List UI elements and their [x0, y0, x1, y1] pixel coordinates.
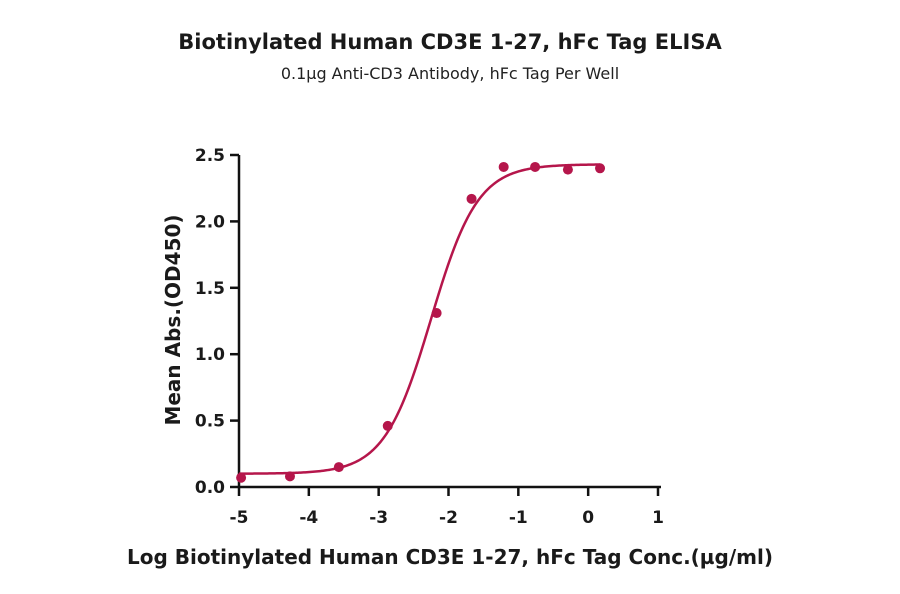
x-tick-label: -2: [439, 508, 458, 528]
y-tick-label: 2.5: [195, 146, 225, 166]
data-point: [431, 308, 442, 319]
data-point: [236, 472, 247, 483]
x-tick-label: -1: [509, 508, 528, 528]
y-tick-label: 0.0: [195, 478, 225, 498]
data-points: [236, 161, 606, 483]
x-tick-label: 0: [582, 508, 594, 528]
y-tick-label: 1.0: [195, 345, 225, 365]
data-point: [498, 161, 509, 172]
x-tick-label: -4: [299, 508, 318, 528]
data-point: [382, 420, 393, 431]
y-tick-label: 2.0: [195, 212, 225, 232]
data-point: [466, 193, 477, 204]
data-point: [562, 164, 573, 175]
x-axis-title: Log Biotinylated Human CD3E 1-27, hFc Ta…: [127, 545, 773, 569]
x-tick-label: -5: [230, 508, 249, 528]
y-axis-title: Mean Abs.(OD450): [161, 214, 185, 425]
chart-subtitle: 0.1µg Anti-CD3 Antibody, hFc Tag Per Wel…: [280, 64, 620, 83]
fit-curve: [238, 163, 601, 475]
axes: [237, 155, 661, 489]
y-tick-label: 1.5: [195, 279, 225, 299]
x-tick-label: 1: [652, 508, 664, 528]
data-point: [333, 462, 344, 473]
x-tick-label: -3: [369, 508, 388, 528]
x-ticks: -5 -4 -3 -2 -1 0 1: [230, 487, 664, 528]
data-point: [284, 471, 295, 482]
data-point: [595, 163, 606, 174]
data-point: [530, 161, 541, 172]
chart-title: Biotinylated Human CD3E 1-27, hFc Tag EL…: [178, 30, 722, 54]
y-ticks: 0.0 0.5 1.0 1.5 2.0 2.5: [195, 146, 239, 498]
y-tick-label: 0.5: [195, 412, 225, 432]
